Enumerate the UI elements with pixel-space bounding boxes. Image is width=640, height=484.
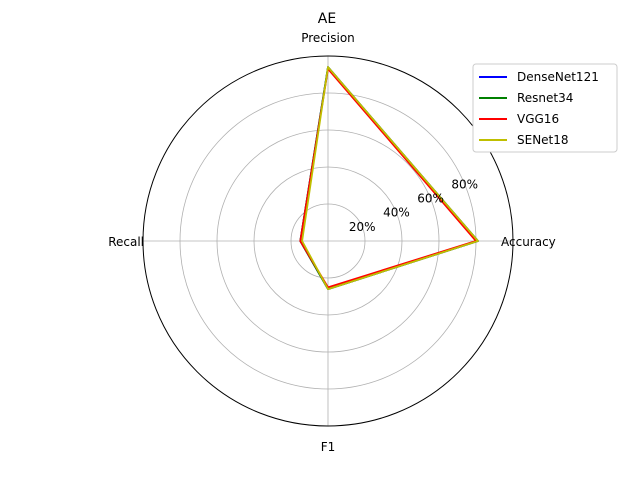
- radial-tick-20: 20%: [349, 220, 376, 234]
- legend-label-vgg16: VGG16: [517, 112, 559, 126]
- chart-title: AE: [318, 11, 336, 27]
- legend-label-resnet34: Resnet34: [517, 91, 573, 105]
- axis-label-recall: Recall: [108, 235, 144, 249]
- series-vgg16-line: [299, 68, 477, 289]
- axis-label-f1: F1: [321, 440, 336, 454]
- radial-tick-80: 80%: [451, 177, 478, 191]
- series-senet18-line: [301, 66, 479, 291]
- grid-layer: [142, 55, 514, 427]
- labels-layer: Accuracy Precision Recall F1 20% 40% 60% 80%: [108, 31, 556, 454]
- radial-tick-40: 40%: [383, 206, 410, 220]
- legend: DenseNet121 Resnet34 VGG16 SENet18: [472, 63, 618, 153]
- outer-frame: [142, 55, 514, 427]
- series-layer: [299, 66, 479, 291]
- legend-label-senet18: SENet18: [517, 133, 569, 147]
- legend-box: [472, 63, 618, 153]
- axis-label-precision: Precision: [301, 31, 355, 45]
- axis-label-accuracy: Accuracy: [501, 235, 556, 249]
- radial-tick-60: 60%: [417, 192, 444, 206]
- legend-label-densenet121: DenseNet121: [517, 70, 599, 84]
